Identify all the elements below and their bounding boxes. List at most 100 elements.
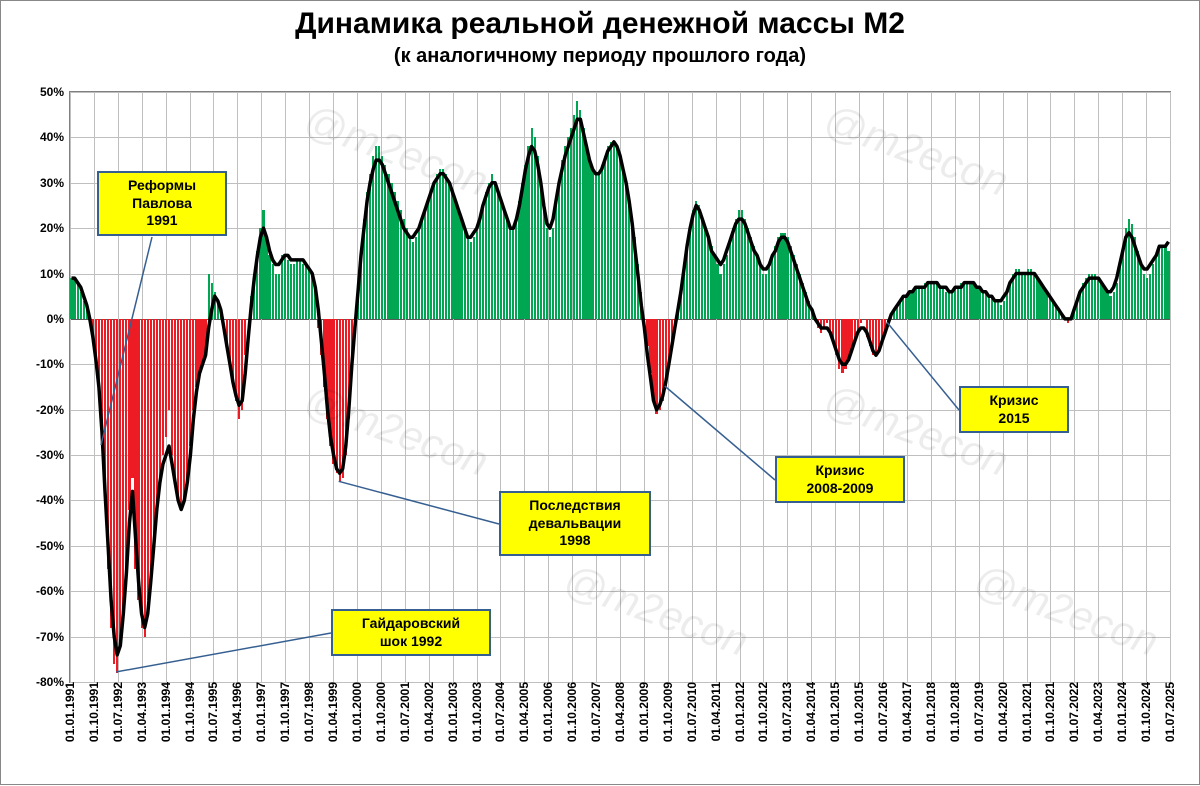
y-tick-label: 40% — [40, 130, 64, 144]
bar — [1091, 274, 1093, 319]
chart-subtitle: (к аналогичному периоду прошлого года) — [1, 45, 1199, 68]
bar — [527, 146, 529, 318]
bar — [296, 260, 298, 319]
bar — [1052, 301, 1054, 319]
bar — [854, 319, 856, 342]
x-tick-label: 01.10.1994 — [183, 682, 197, 742]
bar — [317, 319, 319, 328]
bar — [716, 264, 718, 318]
bar — [866, 319, 868, 337]
bar — [1058, 310, 1060, 319]
y-tick-label: -80% — [36, 675, 64, 689]
bar — [226, 319, 228, 342]
bar — [253, 274, 255, 319]
bar — [948, 292, 950, 319]
bar — [850, 319, 852, 351]
bar — [601, 165, 603, 319]
bar — [598, 174, 600, 319]
bar — [1003, 301, 1005, 319]
gridline-v — [309, 92, 310, 682]
x-tick-label: 01.07.2019 — [972, 682, 986, 742]
bar — [911, 292, 913, 319]
bar — [412, 242, 414, 319]
annotation-text-line: 2015 — [969, 410, 1059, 428]
bar — [287, 260, 289, 319]
bar — [515, 219, 517, 319]
x-tick-label: 01.07.2007 — [589, 682, 603, 742]
x-tick-label: 01.07.1998 — [302, 682, 316, 742]
x-tick-label: 01.10.1991 — [87, 682, 101, 742]
gridline-v — [1170, 92, 1171, 682]
bar — [936, 283, 938, 319]
bar — [1039, 283, 1041, 319]
bar — [509, 228, 511, 319]
bar — [537, 156, 539, 319]
bar — [357, 283, 359, 319]
gridline-v — [1098, 92, 1099, 682]
bar — [756, 255, 758, 319]
bar — [491, 174, 493, 319]
annotation-text-line: 1991 — [107, 212, 217, 230]
y-tick-label: 20% — [40, 221, 64, 235]
bar — [549, 237, 551, 319]
bar — [119, 319, 121, 646]
bar — [238, 319, 240, 419]
bar — [80, 292, 82, 319]
bar — [905, 296, 907, 319]
bar — [171, 319, 173, 455]
bar — [101, 319, 103, 446]
bar — [144, 319, 146, 637]
bar — [476, 228, 478, 319]
gridline-v — [859, 92, 860, 682]
annotation-text-line: шок 1992 — [341, 633, 481, 651]
x-tick-label: 01.07.2004 — [493, 682, 507, 742]
bar — [436, 174, 438, 319]
bar — [649, 319, 651, 373]
bar — [1158, 246, 1160, 319]
bar — [1100, 283, 1102, 319]
bar — [95, 319, 97, 364]
bar — [229, 319, 231, 364]
gridline-v — [763, 92, 764, 682]
x-tick-label: 01.01.1991 — [63, 682, 77, 742]
y-tick-label: -30% — [36, 448, 64, 462]
bar — [902, 296, 904, 319]
bar — [939, 287, 941, 319]
bar — [439, 169, 441, 319]
bar — [857, 319, 859, 333]
bar — [177, 319, 179, 501]
bar — [1049, 296, 1051, 319]
bar — [1030, 269, 1032, 319]
gridline-v — [405, 92, 406, 682]
bar — [1079, 292, 1081, 319]
bar — [829, 319, 831, 333]
bar — [567, 137, 569, 319]
bar — [345, 319, 347, 455]
bar — [945, 292, 947, 319]
x-tick-label: 01.04.2020 — [996, 682, 1010, 742]
bar — [351, 319, 353, 364]
bar — [506, 219, 508, 319]
bar — [817, 319, 819, 328]
x-tick-label: 01.04.1996 — [230, 682, 244, 742]
bar — [305, 264, 307, 318]
x-tick-label: 01.01.2000 — [350, 682, 364, 742]
bar — [582, 128, 584, 319]
bar — [768, 264, 770, 318]
bar — [214, 292, 216, 319]
bar — [732, 228, 734, 319]
gridline-v — [787, 92, 788, 682]
x-tick-label: 01.10.2003 — [470, 682, 484, 742]
bar — [738, 210, 740, 319]
bar — [1076, 301, 1078, 319]
bar — [671, 319, 673, 342]
chart-frame: Динамика реальной денежной массы М2 (к а… — [0, 0, 1200, 785]
bar — [555, 205, 557, 318]
bar — [201, 319, 203, 364]
annotation-box: Кризис2008-2009 — [775, 456, 905, 503]
gridline-v — [285, 92, 286, 682]
bar — [790, 246, 792, 319]
bar — [427, 201, 429, 319]
bar — [1131, 224, 1133, 319]
bar — [972, 283, 974, 319]
